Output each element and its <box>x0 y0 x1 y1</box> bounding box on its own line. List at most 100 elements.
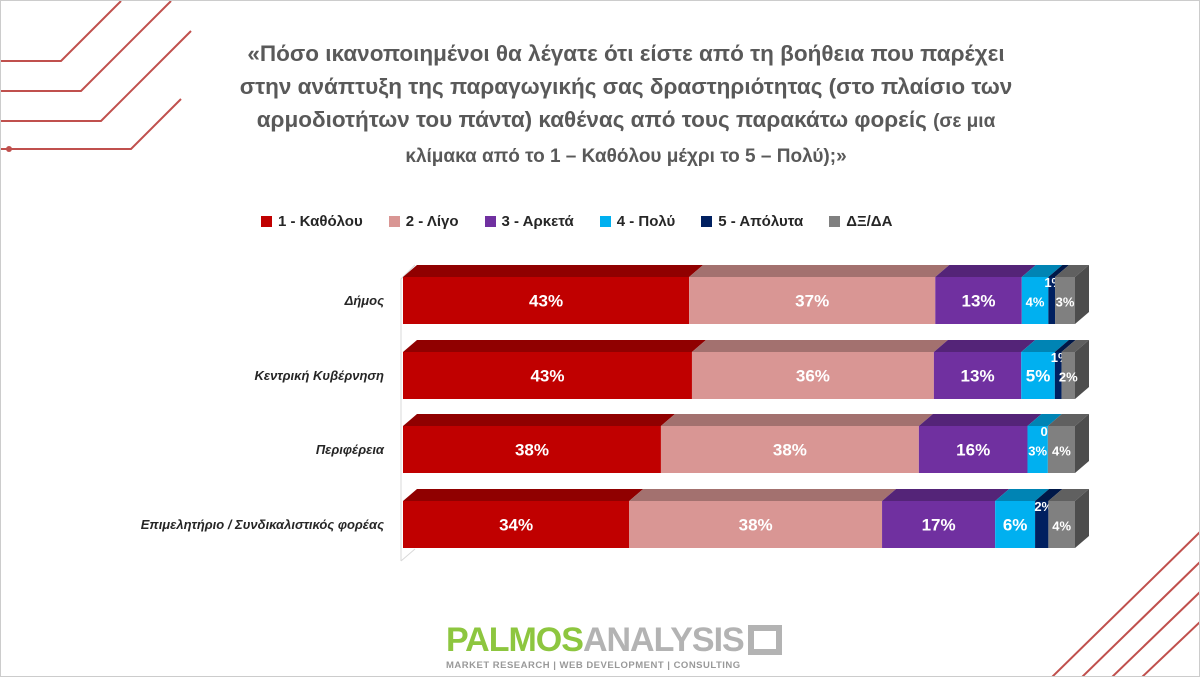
bar-top <box>933 340 1036 352</box>
bar-top <box>1048 489 1089 501</box>
logo-tagline: MARKET RESEARCH | WEB DEVELOPMENT | CONS… <box>446 660 741 671</box>
category-label: Δήμος <box>344 292 384 308</box>
data-label: 43% <box>530 367 564 386</box>
data-label: 38% <box>739 516 773 535</box>
bar-top <box>1061 340 1089 352</box>
bar-side <box>1075 265 1089 324</box>
axis-floor <box>400 548 416 562</box>
data-label: 38% <box>515 441 549 460</box>
data-label: 38% <box>773 441 807 460</box>
bar-top <box>882 489 1010 501</box>
data-label: 6% <box>1003 516 1028 535</box>
legend-label: 1 - Καθόλου <box>278 213 363 230</box>
bar-segment <box>689 277 936 324</box>
bar-segment <box>1021 352 1055 399</box>
bar-top <box>1021 265 1063 277</box>
data-label: 4% <box>1052 519 1071 534</box>
category-label: Κεντρική Κυβέρνηση <box>254 367 384 383</box>
legend-label: 3 - Αρκετά <box>501 213 574 230</box>
logo-brand1: PALMOS <box>446 621 584 659</box>
bar-top <box>689 265 950 277</box>
bar-top <box>935 265 1036 277</box>
bar-segment <box>1027 426 1048 473</box>
bar-segment <box>933 352 1022 399</box>
bar-side <box>1075 489 1089 548</box>
bar-top <box>1047 414 1089 426</box>
legend-swatch <box>829 216 841 227</box>
data-label: 5% <box>1026 367 1051 386</box>
legend-label: 4 - Πολύ <box>616 213 676 230</box>
data-label: 16% <box>956 441 990 460</box>
data-label: 43% <box>529 292 563 311</box>
bar-segment <box>660 426 919 473</box>
bar-segment <box>882 501 996 548</box>
data-label: 4% <box>1052 444 1071 459</box>
legend-swatch <box>701 216 713 227</box>
bar-segment <box>403 352 692 399</box>
bar-top <box>660 414 933 426</box>
data-label: 2% <box>1059 370 1078 385</box>
legend-item: 3 - Αρκετά <box>484 213 574 230</box>
bar-side <box>1075 340 1089 399</box>
data-label: 13% <box>961 367 995 386</box>
bar-segment <box>629 501 883 548</box>
logo-brand2: ANALYSIS <box>582 621 745 659</box>
legend-item: 5 - Απόλυτα <box>701 213 803 230</box>
legend: 1 - Καθόλου 2 - Λίγο 3 - Αρκετά 4 - Πολύ 5 -… <box>261 213 892 230</box>
palmos-logo: PALMOSANALYSIS MARKET RESEARCH | WEB DEV… <box>446 621 782 671</box>
bar-top <box>1021 340 1069 352</box>
bar-top <box>403 340 706 352</box>
bar-segment <box>1021 277 1049 324</box>
data-label: 3% <box>1056 295 1075 310</box>
bar-top <box>1035 489 1063 501</box>
bar-top <box>403 414 675 426</box>
data-label: 36% <box>796 367 830 386</box>
data-label: 3% <box>1028 444 1047 459</box>
data-label: 4% <box>1026 295 1045 310</box>
bar-top <box>918 414 1042 426</box>
data-label: 37% <box>795 292 829 311</box>
bar-top <box>1027 414 1062 426</box>
bar-top <box>629 489 897 501</box>
bar-segment <box>1054 352 1062 399</box>
bar-segment <box>918 426 1028 473</box>
bar-segment <box>995 501 1036 548</box>
category-label: Περιφέρεια <box>315 441 384 457</box>
title-main: «Πόσο ικανοποιημένοι θα λέγατε ότι είστε… <box>239 41 1013 132</box>
bar-top <box>1048 265 1070 277</box>
legend-item: 4 - Πολύ <box>599 213 676 230</box>
bar-segment <box>1035 501 1049 548</box>
legend-label: ΔΞ/ΔΑ <box>846 213 893 230</box>
category-label: Επιμελητήριο / Συνδικαλιστικός φορέας <box>140 516 384 532</box>
bar-segment <box>1061 352 1075 399</box>
chart-title: «Πόσο ικανοποιημένοι θα λέγατε ότι είστε… <box>231 37 1021 173</box>
bar-top <box>995 489 1050 501</box>
bar-top <box>403 265 704 277</box>
bar-top <box>403 489 644 501</box>
legend-label: 2 - Λίγο <box>405 213 459 230</box>
legend-swatch <box>599 216 611 227</box>
legend-swatch <box>261 216 272 227</box>
bar-segment <box>1048 277 1056 324</box>
bar-top <box>691 340 948 352</box>
bar-segment <box>403 426 661 473</box>
bar-segment <box>1048 501 1075 548</box>
bar-segment <box>1047 426 1075 473</box>
legend-label: 5 - Απόλυτα <box>718 213 804 230</box>
bar-top <box>1055 265 1089 277</box>
bar-segment <box>935 277 1022 324</box>
axis-wall <box>400 264 416 561</box>
title-sub: (σε μια κλίμακα από το 1 – Καθόλου μέχρι… <box>405 111 996 167</box>
legend-item: ΔΞ/ΔΑ <box>829 213 892 230</box>
legend-item: 1 - Καθόλου <box>261 213 363 230</box>
data-label: 13% <box>962 292 996 311</box>
data-label: 34% <box>499 516 533 535</box>
legend-item: 2 - Λίγο <box>388 213 459 230</box>
bar-top <box>1054 340 1076 352</box>
bar-segment <box>1055 277 1075 324</box>
bar-segment <box>691 352 934 399</box>
legend-swatch <box>484 216 496 227</box>
